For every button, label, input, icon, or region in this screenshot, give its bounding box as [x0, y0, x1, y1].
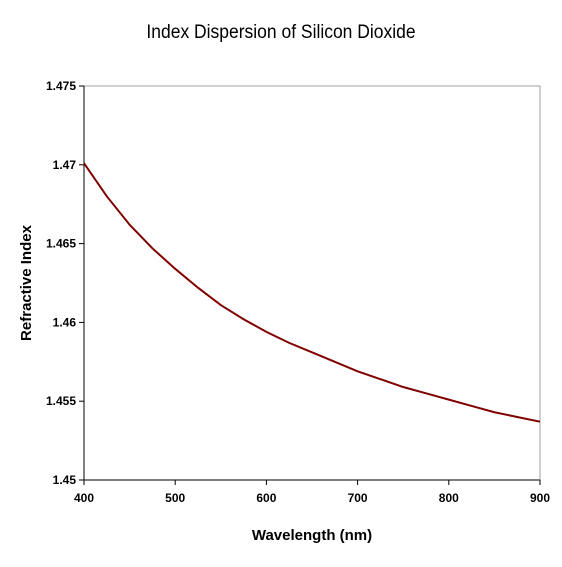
y-tick-label: 1.47 [53, 158, 77, 172]
series-line [83, 162, 541, 423]
y-ticks: 1.45 1.455 1.46 1.465 1.47 1.475 [46, 79, 84, 487]
x-axis-title: Wavelength (nm) [252, 527, 372, 544]
x-ticks: 400 500 600 700 800 900 [74, 480, 550, 505]
y-tick-label: 1.45 [53, 473, 77, 487]
plot-area [83, 85, 541, 481]
x-tick-label: 600 [256, 491, 276, 505]
y-tick-label: 1.465 [46, 237, 76, 251]
x-tick-label: 400 [74, 491, 94, 505]
y-tick-label: 1.46 [53, 315, 77, 329]
y-tick-label: 1.455 [46, 394, 76, 408]
y-axis-title: Refractive Index [18, 224, 35, 341]
x-tick-label: 800 [439, 491, 459, 505]
y-tick-label: 1.475 [46, 79, 76, 93]
chart-title: Index Dispersion of Silicon Dioxide [146, 22, 416, 43]
x-tick-label: 900 [530, 491, 550, 505]
x-tick-label: 500 [165, 491, 185, 505]
x-tick-label: 700 [348, 491, 368, 505]
